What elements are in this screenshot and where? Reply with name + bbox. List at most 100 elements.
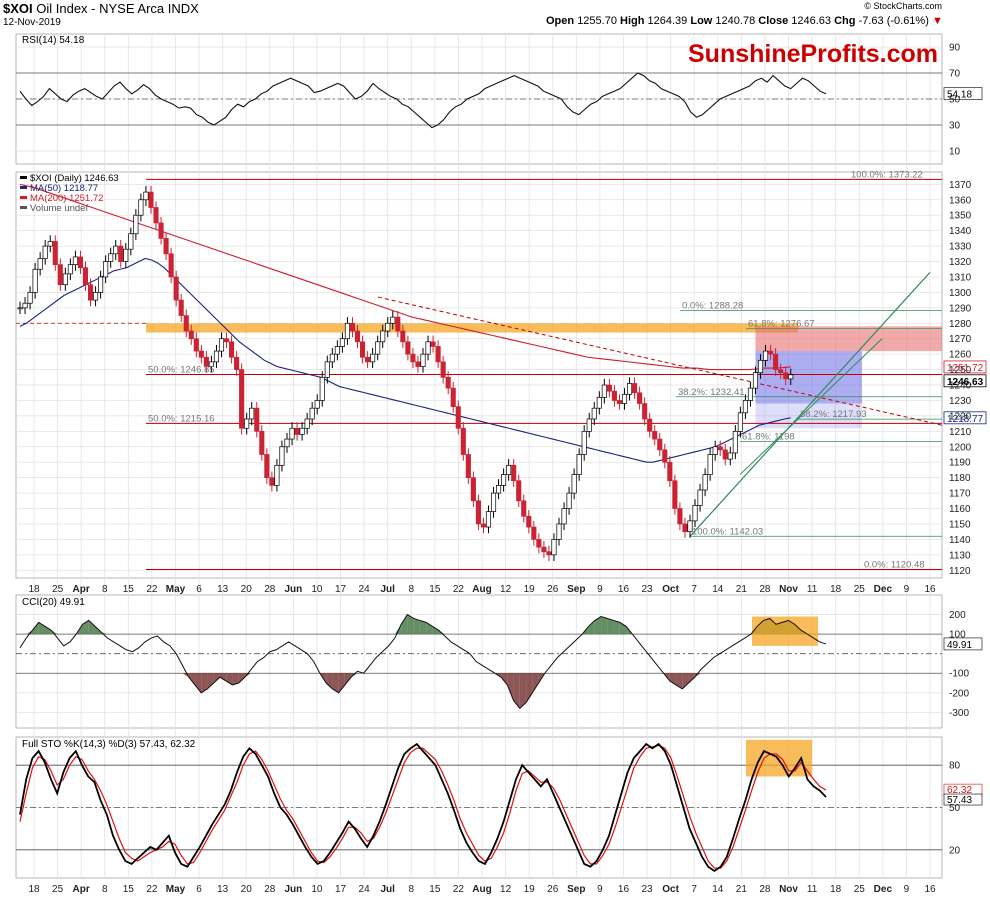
candle-body xyxy=(576,454,582,475)
cci-oversold-fill xyxy=(207,673,214,689)
candle-body xyxy=(62,273,68,286)
x-tick-label-top: 17 xyxy=(335,584,347,595)
candle-body xyxy=(254,407,260,432)
candle-body xyxy=(264,454,270,479)
low-value: 1240.78 xyxy=(715,15,756,27)
rising-trendline xyxy=(689,271,931,537)
x-tick-label-top: 28 xyxy=(759,584,771,595)
candle-body xyxy=(788,374,794,380)
y-tick-label-price: 1180 xyxy=(949,473,971,484)
fib-label: 50.0%: 1215.16 xyxy=(148,413,215,424)
candle-body xyxy=(118,245,124,262)
y-tick-label-rsi: 30 xyxy=(949,121,961,132)
x-tick-label-top: 20 xyxy=(241,584,253,595)
x-tick-label-bottom: 23 xyxy=(641,884,653,895)
x-tick-label-top: 25 xyxy=(52,584,64,595)
candle-body xyxy=(626,383,633,395)
candle-body xyxy=(732,430,738,454)
rsi-legend: RSI(14) 54.18 xyxy=(22,35,85,46)
candle-body xyxy=(697,489,703,506)
candle-body xyxy=(158,222,164,239)
rising-trendline-2 xyxy=(739,338,883,475)
cci-oversold-fill xyxy=(201,673,208,693)
y-tick-label-price: 1130 xyxy=(949,550,971,561)
y-tick-label-price: 1320 xyxy=(949,257,972,268)
price-legend-item: Volume undef xyxy=(30,203,88,214)
y-tick-label-price: 1270 xyxy=(949,334,972,345)
fib-label: 0.0%: 1288.28 xyxy=(682,301,743,312)
sto-d-label: 62.32 xyxy=(947,785,972,796)
price-value-label: 1218.77 xyxy=(947,414,984,425)
cci-oversold-fill xyxy=(194,673,202,693)
brand-watermark: SunshineProfits.com xyxy=(688,40,939,68)
x-tick-label-bottom: 16 xyxy=(618,884,630,895)
candle-body xyxy=(425,341,431,355)
cci-overbought-fill xyxy=(419,620,427,635)
cci-oversold-fill xyxy=(526,673,533,703)
x-tick-label-bottom: 8 xyxy=(102,884,108,895)
y-tick-label-price: 1280 xyxy=(949,319,972,330)
candle-body xyxy=(128,233,134,250)
cci-oversold-fill xyxy=(532,673,539,693)
down-arrow-icon: ▼ xyxy=(931,15,943,27)
candle-body xyxy=(82,267,89,286)
candle-body xyxy=(148,191,154,208)
candle-body xyxy=(490,492,497,512)
candle-body xyxy=(682,523,688,533)
candle-body xyxy=(133,214,139,235)
candle-body xyxy=(299,427,305,435)
x-tick-label-top: 10 xyxy=(311,584,323,595)
x-tick-label-bottom: 10 xyxy=(311,884,323,895)
candle-body xyxy=(123,248,129,262)
candle-body xyxy=(475,500,481,525)
x-tick-label-bottom: May xyxy=(166,884,186,895)
candle-body xyxy=(521,500,527,517)
y-tick-label-rsi: 90 xyxy=(949,43,961,54)
x-tick-label-bottom: 25 xyxy=(854,884,866,895)
x-tick-label-bottom: 22 xyxy=(146,884,158,895)
candle-body xyxy=(173,276,179,301)
x-tick-label-bottom: Jul xyxy=(380,884,395,895)
target-zone-lower xyxy=(755,403,862,429)
cci-oversold-fill xyxy=(326,673,333,689)
y-tick-label-price: 1150 xyxy=(949,519,971,530)
x-tick-label-bottom: 18 xyxy=(28,884,40,895)
candle-body xyxy=(138,199,144,216)
x-tick-label-bottom: 18 xyxy=(830,884,842,895)
cci-oversold-fill xyxy=(688,673,695,684)
candle-body xyxy=(737,412,743,432)
candle-body xyxy=(178,299,184,316)
open-value: 1255.70 xyxy=(577,15,617,27)
x-tick-label-top: Sep xyxy=(567,584,585,595)
target-zone xyxy=(755,351,862,404)
legend-swatch xyxy=(20,196,27,199)
candle-body xyxy=(229,341,235,358)
cci-overbought-fill xyxy=(607,618,614,635)
x-tick-label-bottom: Aug xyxy=(472,884,491,895)
y-tick-label-rsi: 50 xyxy=(949,95,961,106)
index-name: Oil Index - NYSE Arca INDX xyxy=(36,1,199,16)
x-tick-label-bottom: 16 xyxy=(924,884,936,895)
candle-body xyxy=(621,393,628,404)
high-label: High xyxy=(620,15,645,27)
candle-body xyxy=(526,515,532,528)
candle-body xyxy=(294,427,300,435)
candle-body xyxy=(722,449,728,460)
y-tick-label-price: 1190 xyxy=(949,458,971,469)
fib-label: 61.8%: 1276.67 xyxy=(748,318,815,329)
y-tick-label-rsi: 10 xyxy=(949,147,961,158)
candle-body xyxy=(400,330,406,343)
cci-oversold-fill xyxy=(188,673,195,685)
candle-body xyxy=(455,406,461,429)
x-tick-label-bottom: Sep xyxy=(567,884,585,895)
x-tick-label-top: 25 xyxy=(854,584,866,595)
marks-layer xyxy=(17,87,987,806)
cci-overbought-fill xyxy=(88,620,95,635)
candle-body xyxy=(284,438,290,448)
candle-body xyxy=(707,454,713,475)
y-tick-label-cci: -300 xyxy=(949,708,969,719)
x-tick-label-bottom: Apr xyxy=(73,884,90,895)
candle-body xyxy=(380,330,386,343)
candle-body xyxy=(203,356,209,367)
x-tick-label-top: 12 xyxy=(500,584,512,595)
